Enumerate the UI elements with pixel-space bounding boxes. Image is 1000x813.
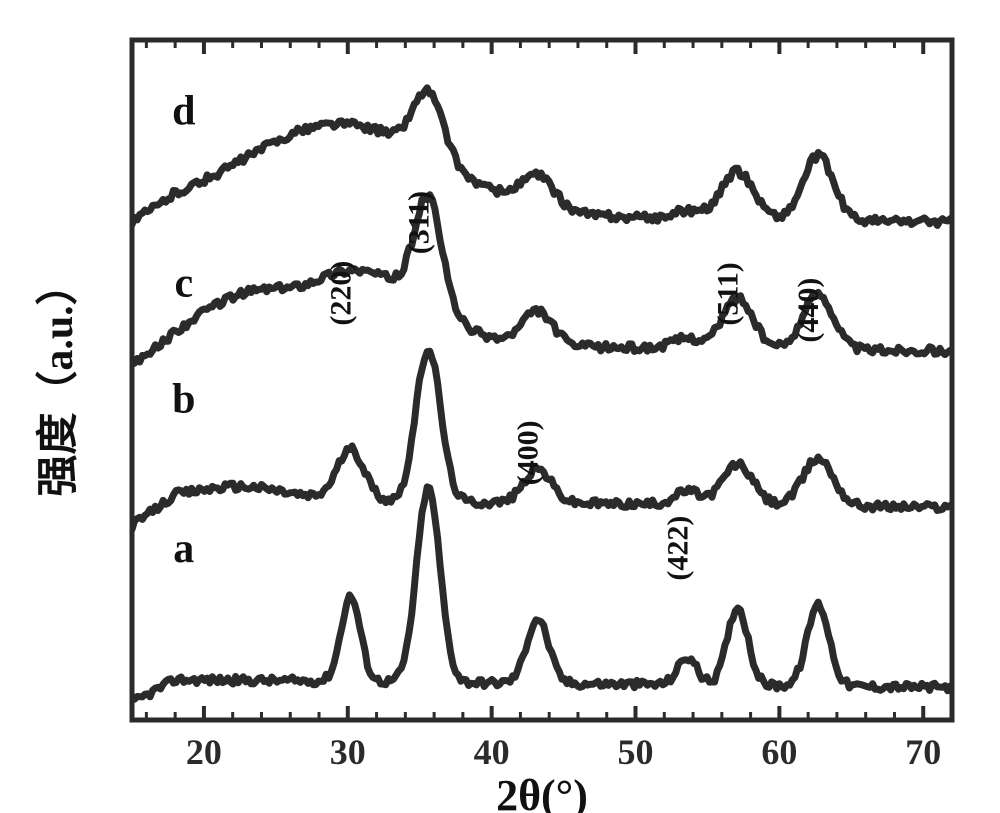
xrd-trace-c (132, 195, 950, 365)
peak-label: (220) (325, 261, 358, 326)
series-label-d: d (172, 88, 195, 134)
xrd-trace-a (132, 487, 950, 700)
xrd-trace-d (132, 88, 950, 226)
peak-label: (311) (402, 191, 435, 254)
x-tick-label: 40 (474, 732, 510, 772)
x-tick-label: 60 (761, 732, 797, 772)
peak-label: (511) (712, 262, 745, 325)
peak-label: (440) (792, 278, 825, 343)
x-tick-label: 30 (330, 732, 366, 772)
peak-label: (422) (661, 516, 694, 581)
x-tick-label: 70 (905, 732, 941, 772)
peak-label: (400) (512, 420, 545, 485)
xrd-chart: 20 30 40 50 60 70 2θ(°) 强度（a.u.） a b c d (220) (311) (… (0, 0, 1000, 813)
x-tick-label: 20 (186, 732, 222, 772)
x-tick-label: 50 (618, 732, 654, 772)
series-label-c: c (174, 260, 193, 306)
series-label-a: a (173, 526, 194, 572)
x-axis-label: 2θ(°) (496, 771, 588, 813)
series-label-b: b (172, 377, 195, 423)
y-axis-label: 强度（a.u.） (35, 263, 82, 496)
